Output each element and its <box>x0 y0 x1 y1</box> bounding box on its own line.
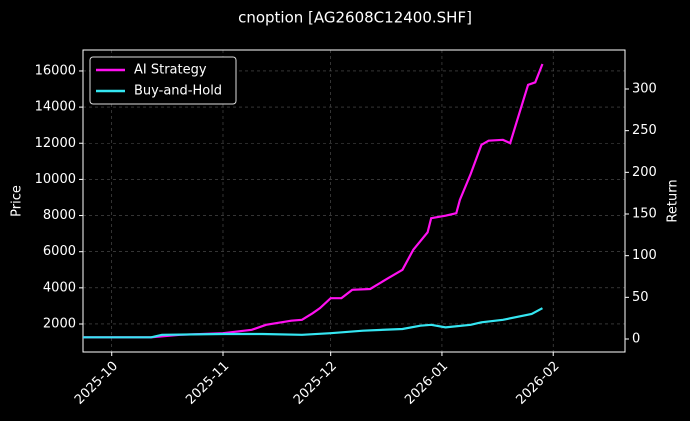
x-tick-label: 2025-10 <box>72 359 121 408</box>
y-tick-label: 10000 <box>35 172 76 187</box>
legend-label: AI Strategy <box>134 63 207 78</box>
y-tick-label: 2000 <box>43 316 76 331</box>
legend-box <box>89 56 237 105</box>
y-tick-label: 8000 <box>43 208 76 223</box>
y2-tick-label: 250 <box>632 123 657 138</box>
x-tick-label: 2026-02 <box>513 359 562 408</box>
y2-tick-label: 0 <box>632 332 640 347</box>
x-tick-label: 2026-01 <box>402 359 451 408</box>
y2-tick-label: 100 <box>632 248 657 263</box>
y2-tick-label: 200 <box>632 165 657 180</box>
y2-tick-label: 150 <box>632 207 657 222</box>
y-tick-label: 12000 <box>35 136 76 151</box>
y2-axis-label: Return <box>666 179 681 222</box>
data-line <box>83 63 544 339</box>
y2-tick-label: 300 <box>632 82 657 97</box>
y-tick-label: 4000 <box>43 280 76 295</box>
chart-title: cnoption [AG2608C12400.SHF] <box>238 9 472 27</box>
x-tick-label: 2025-12 <box>291 359 340 408</box>
x-tick-label: 2025-11 <box>183 359 232 408</box>
plot-frame <box>82 49 626 353</box>
y-tick-label: 14000 <box>35 100 76 115</box>
y2-tick-label: 50 <box>632 290 649 305</box>
y-axis-label: Price <box>10 185 25 217</box>
data-line <box>83 307 543 339</box>
y-tick-label: 16000 <box>35 63 76 78</box>
legend-label: Buy-and-Hold <box>134 84 222 99</box>
y-tick-label: 6000 <box>43 244 76 259</box>
